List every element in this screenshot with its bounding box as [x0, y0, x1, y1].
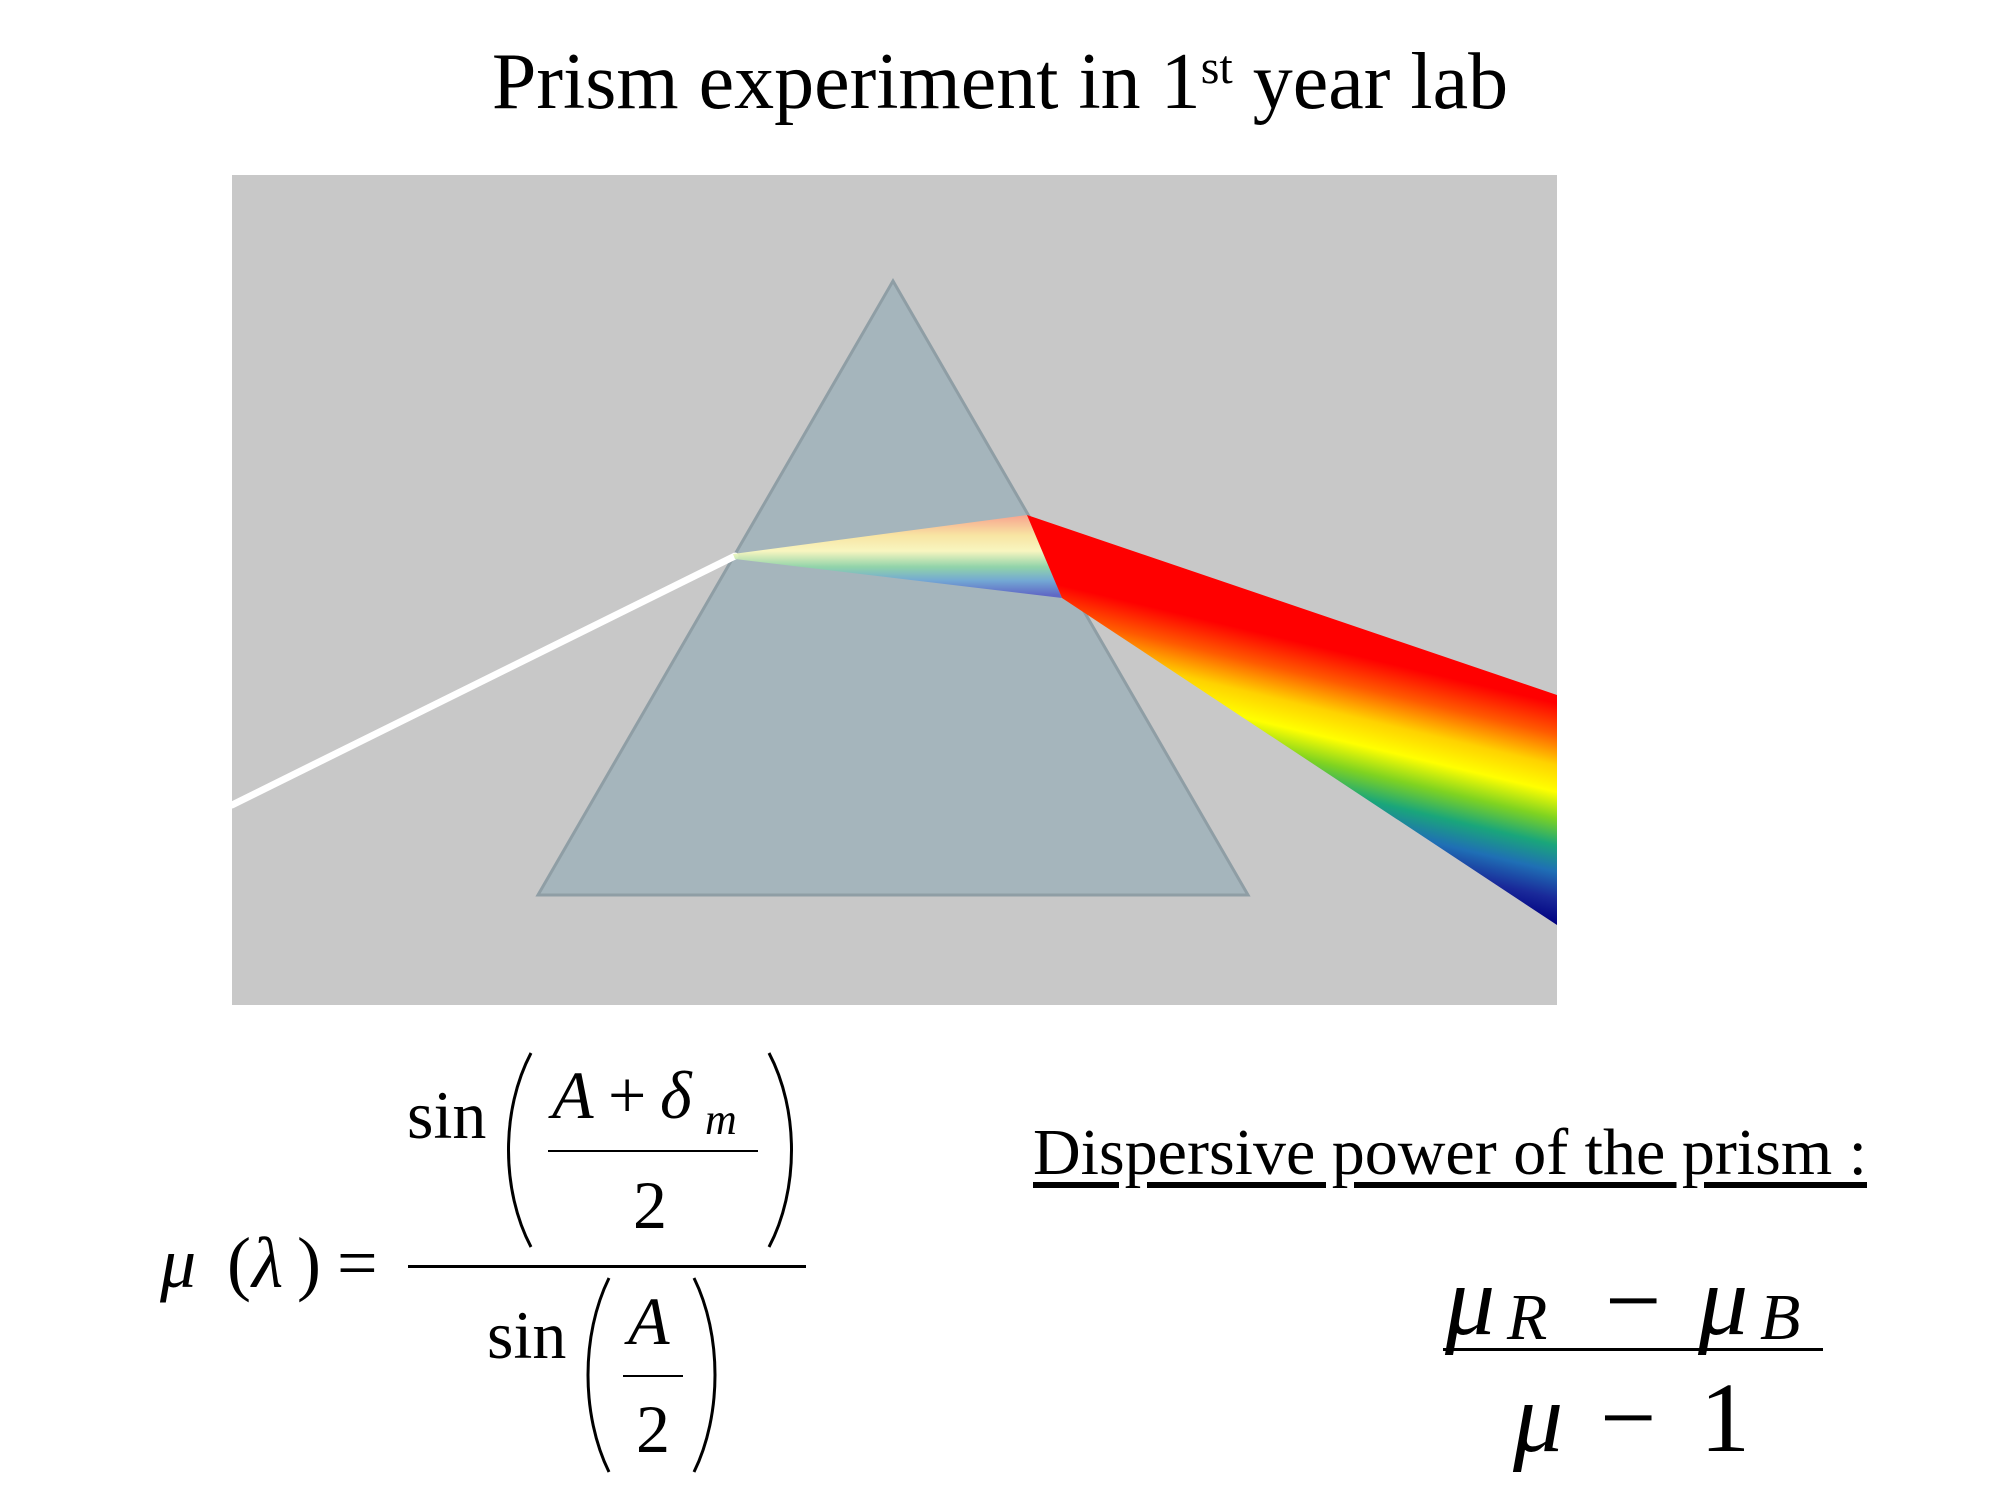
page-title: Prism experiment in 1st year lab	[0, 42, 2000, 122]
subscript-B: B	[1760, 1281, 1801, 1354]
close-paren: )	[297, 1223, 321, 1303]
numerator-left-paren	[507, 1052, 533, 1248]
title-superscript: st	[1200, 41, 1233, 94]
dispersive-power-heading: Dispersive power of the prism :	[1033, 1116, 1867, 1189]
open-paren: (	[227, 1223, 251, 1303]
minus-sign-top: −	[1605, 1245, 1662, 1356]
denominator-right-paren	[692, 1277, 717, 1473]
denominator-two: 2	[636, 1391, 670, 1467]
numerator-delta: δ	[660, 1057, 692, 1133]
numerator-two: 2	[633, 1167, 667, 1243]
equals-sign: =	[337, 1223, 378, 1303]
main-fraction-bar	[408, 1265, 806, 1268]
incident-white-beam	[232, 552, 739, 809]
denominator-left-paren	[586, 1277, 611, 1473]
mu-b-symbol: μ	[1698, 1245, 1749, 1356]
refracted-beam-inside-prism	[733, 515, 1062, 598]
denominator-A: A	[628, 1283, 670, 1359]
numerator-subscript-m: m	[705, 1095, 737, 1144]
numerator-right-paren	[767, 1052, 793, 1248]
title-main: Prism experiment in 1	[491, 38, 1201, 126]
subscript-R: R	[1507, 1281, 1548, 1354]
dispersed-spectrum	[1027, 515, 1557, 925]
prism-figure	[232, 175, 1557, 1005]
mu-denominator: μ	[1513, 1362, 1564, 1473]
title-rest: year lab	[1232, 38, 1509, 126]
numerator-sin: sin	[407, 1077, 487, 1153]
mu-symbol: μ	[160, 1223, 197, 1303]
numerator-A: A	[552, 1057, 594, 1133]
prism-diagram	[232, 175, 1557, 1005]
one: 1	[1700, 1362, 1750, 1473]
numerator-plus: +	[608, 1057, 647, 1133]
denominator-inner-bar	[623, 1375, 683, 1377]
denominator-sin: sin	[487, 1297, 567, 1373]
lambda-symbol: λ	[252, 1223, 284, 1303]
inner-fraction-bar	[548, 1150, 758, 1152]
minus-sign-bottom: −	[1600, 1362, 1657, 1473]
mu-r-symbol: μ	[1445, 1245, 1496, 1356]
dispersive-fraction-bar	[1443, 1348, 1823, 1351]
